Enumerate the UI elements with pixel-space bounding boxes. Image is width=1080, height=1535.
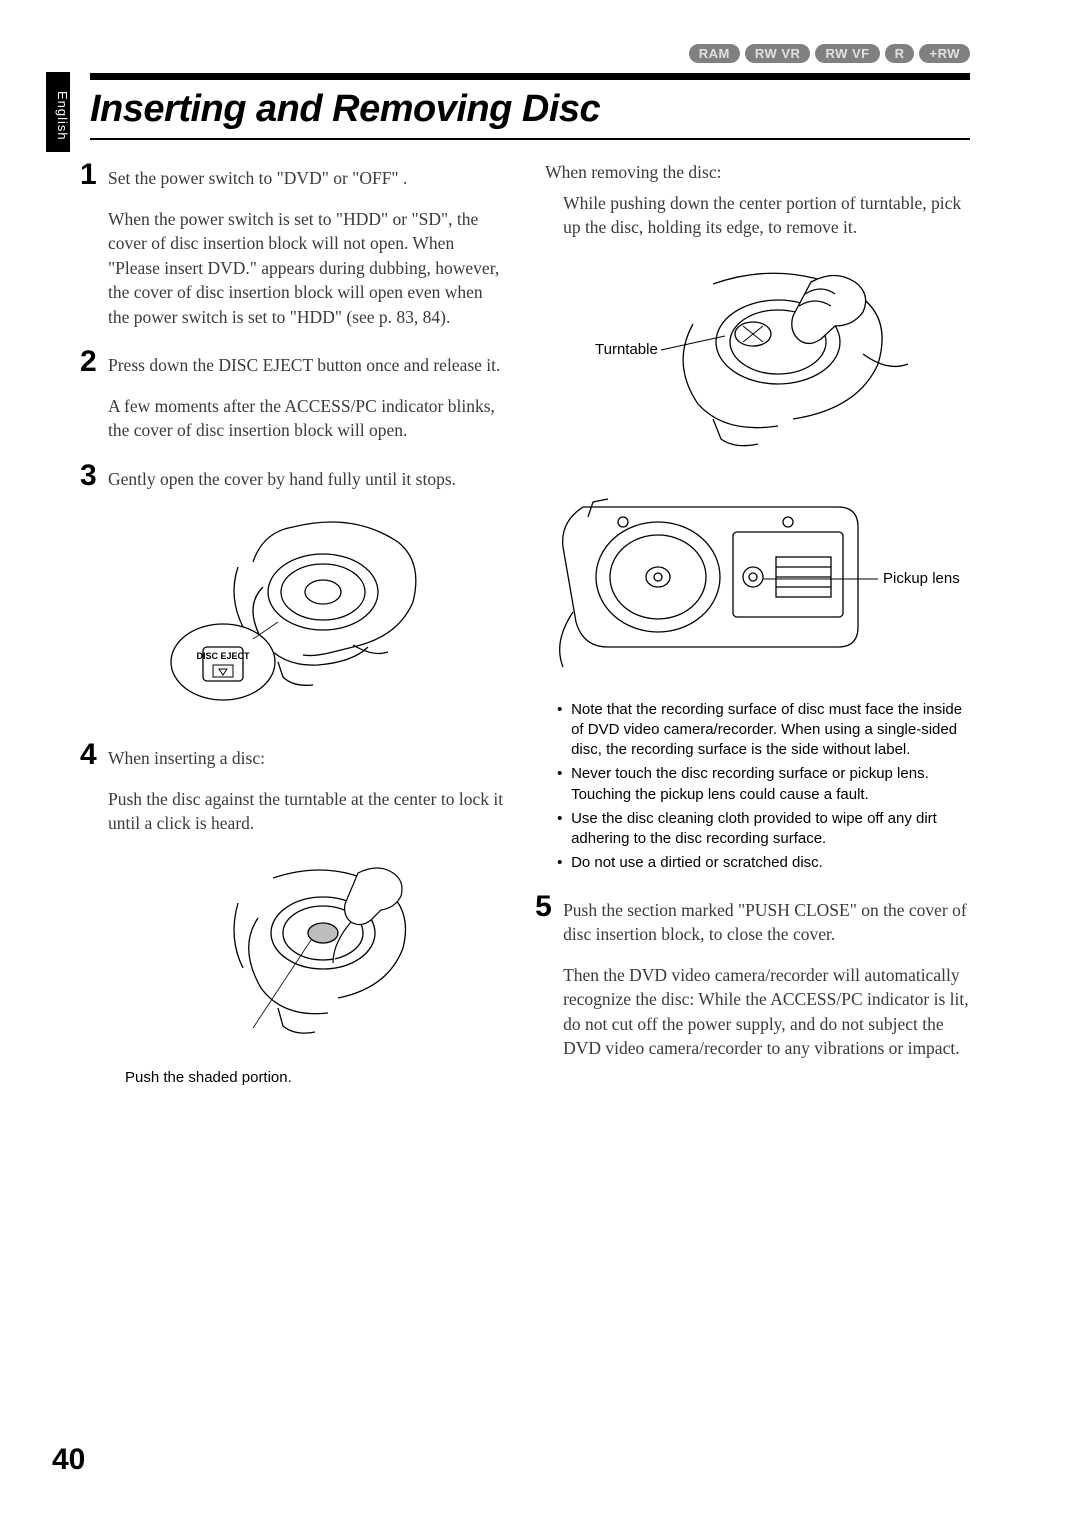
step-number: 1 (80, 160, 108, 191)
turntable-illustration: Turntable (553, 254, 953, 454)
removing-heading: When removing the disc: (545, 160, 970, 185)
content-area: 1 Set the power switch to "DVD" or "OFF"… (80, 160, 970, 1104)
step-text: Set the power switch to "DVD" or "OFF" . (108, 160, 407, 191)
column-right: When removing the disc: While pushing do… (535, 160, 970, 1104)
badge-ram: RAM (689, 44, 740, 63)
disc-eject-label: DISC EJECT (196, 651, 250, 661)
figure-caption: Push the shaded portion. (125, 1069, 505, 1086)
note-item: Use the disc cleaning cloth provided to … (557, 809, 970, 850)
step-text: When inserting a disc: (108, 740, 265, 771)
step-number: 4 (80, 740, 108, 771)
figure-pickup-lens: Pickup lens (535, 477, 970, 682)
badge-r: R (885, 44, 915, 63)
step-text: Press down the DISC EJECT button once an… (108, 347, 500, 378)
figure-step3: DISC EJECT (80, 507, 505, 722)
rule-under-title (90, 138, 970, 140)
step-text: Gently open the cover by hand fully unti… (108, 461, 456, 492)
figure-step4: Push the shaded portion. (120, 848, 505, 1086)
step-1-sub: When the power switch is set to "HDD" or… (108, 207, 505, 330)
step-4-sub: Push the disc against the turntable at t… (108, 787, 505, 836)
step-number: 3 (80, 461, 108, 492)
rule-top (90, 73, 970, 80)
badge-plusrw: +RW (919, 44, 970, 63)
removing-text: While pushing down the center portion of… (563, 191, 970, 240)
note-item: Never touch the disc recording surface o… (557, 764, 970, 805)
notes-list: Note that the recording surface of disc … (557, 700, 970, 874)
badge-rwvr: RW VR (745, 44, 811, 63)
page-title: Inserting and Removing Disc (90, 88, 600, 131)
turntable-label: Turntable (595, 341, 658, 358)
step-number: 5 (535, 892, 563, 947)
pickup-lens-illustration: Pickup lens (538, 477, 968, 677)
media-badges: RAM RW VR RW VF R +RW (689, 44, 970, 63)
step-2-sub: A few moments after the ACCESS/PC indica… (108, 394, 505, 443)
step-5-sub: Then the DVD video camera/recorder will … (563, 963, 970, 1061)
page-number: 40 (52, 1443, 85, 1477)
badge-rwvf: RW VF (815, 44, 879, 63)
insert-disc-illustration (183, 848, 443, 1058)
camera-open-illustration: DISC EJECT (143, 507, 443, 717)
note-item: Note that the recording surface of disc … (557, 700, 970, 761)
step-text: Push the section marked "PUSH CLOSE" on … (563, 892, 970, 947)
note-item: Do not use a dirtied or scratched disc. (557, 853, 970, 873)
step-2: 2 Press down the DISC EJECT button once … (80, 347, 505, 378)
step-number: 2 (80, 347, 108, 378)
step-1: 1 Set the power switch to "DVD" or "OFF"… (80, 160, 505, 191)
column-left: 1 Set the power switch to "DVD" or "OFF"… (80, 160, 505, 1104)
figure-turntable: Turntable (535, 254, 970, 459)
step-3: 3 Gently open the cover by hand fully un… (80, 461, 505, 492)
step-5: 5 Push the section marked "PUSH CLOSE" o… (535, 892, 970, 947)
language-tab: English (46, 72, 70, 152)
pickup-lens-label: Pickup lens (883, 570, 960, 587)
step-4: 4 When inserting a disc: (80, 740, 505, 771)
